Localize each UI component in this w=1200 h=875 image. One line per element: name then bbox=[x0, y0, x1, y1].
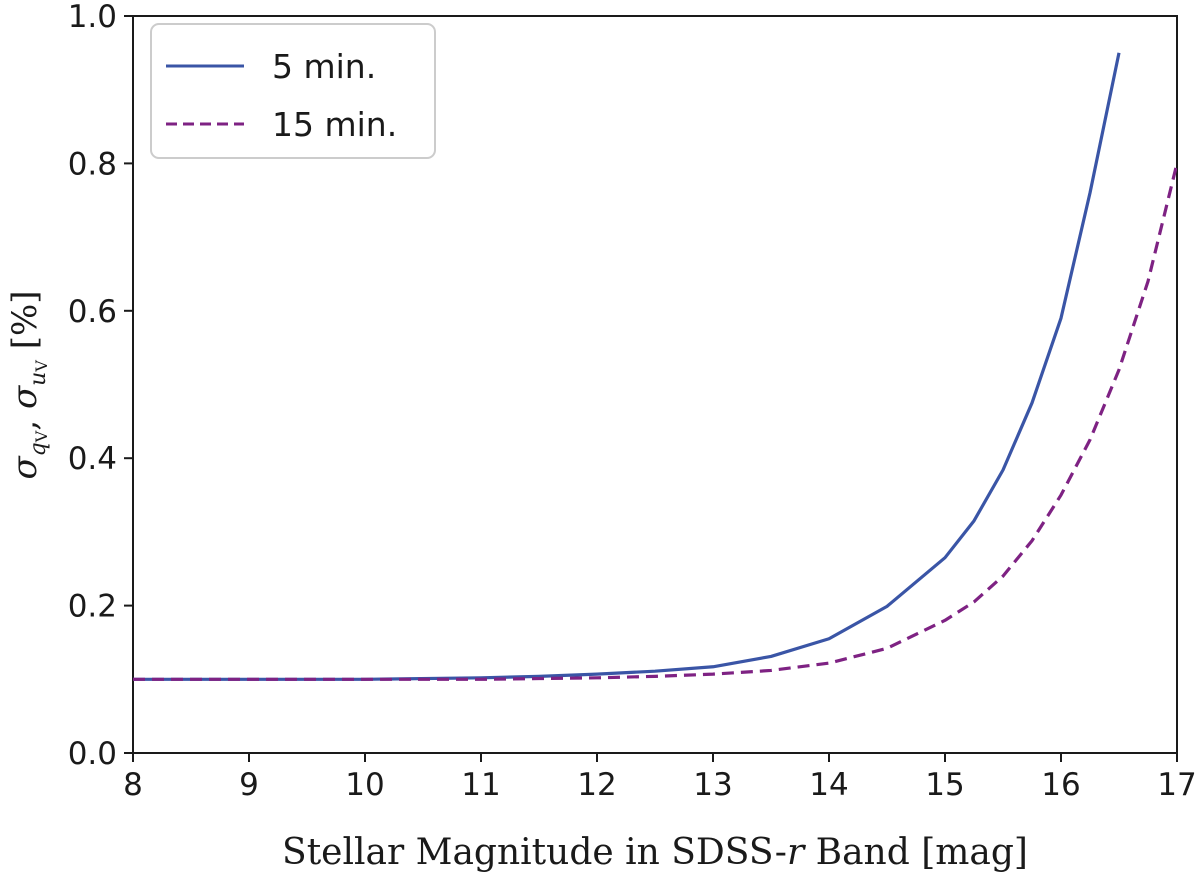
x-tick-label: 9 bbox=[239, 767, 259, 803]
y-tick-label: 0.2 bbox=[68, 589, 117, 625]
y-tick-label: 1.0 bbox=[68, 0, 117, 35]
y-tick-label: 0.4 bbox=[68, 441, 117, 477]
series-layer bbox=[133, 52, 1177, 681]
x-tick-label: 15 bbox=[925, 767, 964, 803]
x-tick-label: 13 bbox=[693, 767, 732, 803]
x-axis-label: Stellar Magnitude in SDSS-r Band [mag] bbox=[282, 832, 1028, 873]
x-tick-label: 17 bbox=[1157, 767, 1196, 803]
y-tick-label: 0.6 bbox=[68, 294, 117, 330]
x-tick-label: 11 bbox=[461, 767, 500, 803]
legend-label-15-min: 15 min. bbox=[272, 105, 397, 144]
y-axis-ticks: 0.0 0.2 0.4 0.6 0.8 1.0 bbox=[68, 0, 133, 772]
x-tick-label: 12 bbox=[577, 767, 616, 803]
y-axis-label: σqV, σuV [%] bbox=[5, 290, 51, 479]
y-tick-label: 0.0 bbox=[68, 736, 117, 772]
series-line-15-min bbox=[133, 163, 1177, 681]
x-tick-label: 8 bbox=[123, 767, 143, 803]
plot-frame bbox=[132, 15, 1178, 754]
legend-label-5-min: 5 min. bbox=[272, 47, 376, 86]
legend: 5 min. 15 min. bbox=[150, 23, 436, 159]
plot-area bbox=[132, 15, 1178, 754]
x-tick-label: 16 bbox=[1041, 767, 1080, 803]
x-tick-label: 14 bbox=[809, 767, 848, 803]
x-tick-label: 10 bbox=[345, 767, 384, 803]
x-axis-ticks: 8 9 10 11 12 13 14 15 16 17 bbox=[123, 753, 1197, 803]
y-tick-label: 0.8 bbox=[68, 146, 117, 182]
